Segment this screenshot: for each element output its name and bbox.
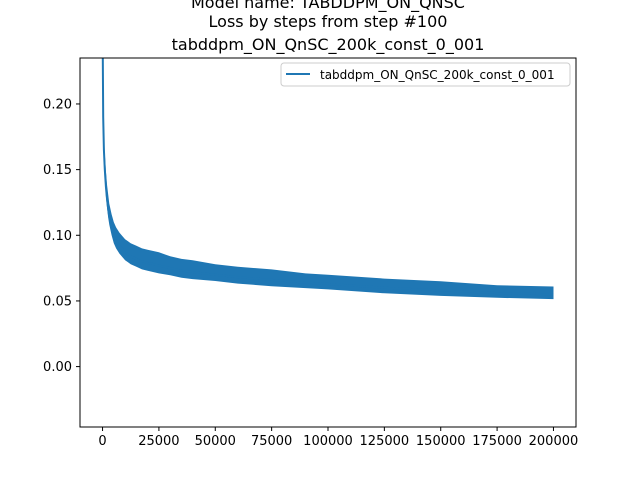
- y-tick-label: 0.00: [43, 360, 72, 375]
- x-tick-label: 25000: [138, 434, 179, 449]
- y-tick-label: 0.05: [43, 294, 72, 309]
- series-line: [101, 58, 554, 296]
- axes-frame: [79, 57, 577, 428]
- chart-title-line-3: tabddpm_ON_QnSC_200k_const_0_001: [172, 35, 485, 55]
- y-tick-label: 0.20: [43, 97, 72, 112]
- axes: 0 25000 50000 75000 100000 125000 150000 175000…: [43, 57, 579, 449]
- chart-title-line-2: Loss by steps from step #100: [209, 12, 448, 31]
- chart-title-line-1: Model name: TABDDPM_ON_QNSC: [191, 0, 465, 13]
- x-tick-label: 175000: [472, 434, 522, 449]
- legend-box: [280, 62, 571, 87]
- x-tick-label: 50000: [195, 434, 236, 449]
- x-tick-label: 75000: [251, 434, 292, 449]
- legend-label: tabddpm_ON_QnSC_200k_const_0_001: [320, 68, 555, 82]
- x-tick-label: 150000: [416, 434, 466, 449]
- x-tick-label: 200000: [529, 434, 579, 449]
- x-tick-label: 0: [98, 434, 106, 449]
- legend: tabddpm_ON_QnSC_200k_const_0_001: [280, 62, 571, 87]
- y-tick-label: 0.15: [43, 163, 72, 178]
- x-tick-label: 125000: [360, 434, 410, 449]
- x-tick-label: 100000: [303, 434, 353, 449]
- plot-area: [101, 58, 554, 300]
- y-tick-label: 0.10: [43, 229, 72, 244]
